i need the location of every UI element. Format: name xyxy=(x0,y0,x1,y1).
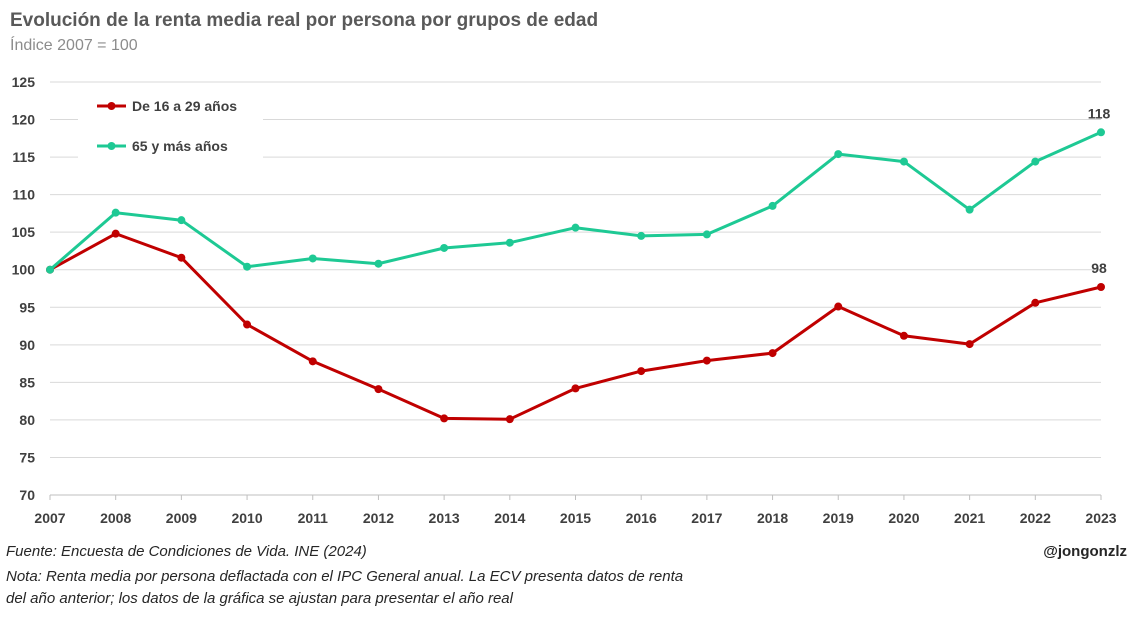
x-tick-label: 2022 xyxy=(1020,510,1051,526)
data-point xyxy=(374,259,383,268)
data-point xyxy=(440,414,449,423)
data-point xyxy=(243,320,252,329)
end-value-label: 118 xyxy=(1088,105,1111,121)
methodology-note: Nota: Renta media por persona deflactada… xyxy=(6,568,684,607)
data-point xyxy=(177,253,186,262)
x-tick-label: 2010 xyxy=(231,510,262,526)
data-point xyxy=(702,230,711,239)
data-point xyxy=(834,150,843,159)
x-tick-label: 2019 xyxy=(823,510,854,526)
x-tick-label: 2014 xyxy=(494,510,525,526)
data-point xyxy=(308,357,317,366)
data-point xyxy=(308,254,317,263)
x-tick-label: 2018 xyxy=(757,510,788,526)
chart-subtitle: Índice 2007 = 100 xyxy=(10,37,138,54)
data-point xyxy=(1097,282,1105,291)
data-point xyxy=(505,238,514,247)
data-point xyxy=(440,243,449,252)
y-tick-label: 100 xyxy=(12,262,36,278)
data-point xyxy=(768,201,777,210)
legend: De 16 a 29 años 65 y más años xyxy=(78,88,263,166)
end-value-label: 98 xyxy=(1091,260,1107,276)
data-point xyxy=(899,157,908,166)
y-tick-label: 95 xyxy=(19,299,35,315)
data-point xyxy=(1097,128,1105,137)
legend-label: De 16 a 29 años xyxy=(132,98,237,114)
data-point xyxy=(899,331,908,340)
data-point xyxy=(965,340,974,349)
y-tick-label: 110 xyxy=(12,187,35,203)
y-tick-label: 125 xyxy=(12,74,36,90)
data-point xyxy=(571,223,580,232)
data-point xyxy=(177,216,186,225)
x-tick-label: 2013 xyxy=(429,510,460,526)
data-point xyxy=(768,349,777,358)
author-handle: @jongonzlz xyxy=(1043,543,1127,560)
x-tick-label: 2016 xyxy=(626,510,657,526)
x-tick-label: 2007 xyxy=(34,510,65,526)
data-point xyxy=(111,208,120,217)
y-tick-label: 75 xyxy=(19,449,35,465)
x-tick-label: 2011 xyxy=(298,510,329,526)
data-point xyxy=(637,231,646,240)
x-tick-label: 2017 xyxy=(691,510,722,526)
x-tick-label: 2021 xyxy=(954,510,985,526)
y-tick-label: 85 xyxy=(19,374,35,390)
data-point xyxy=(243,262,252,271)
x-tick-label: 2020 xyxy=(888,510,919,526)
data-point xyxy=(702,356,711,365)
legend-label: 65 y más años xyxy=(132,138,228,154)
x-axis-ticks: 2007 2008 2009 2010 2011 2012 2013 2014 2015 2016… xyxy=(34,495,1117,526)
y-tick-label: 105 xyxy=(12,224,36,240)
data-point xyxy=(834,302,843,311)
series-group: 98 118 xyxy=(46,105,1111,424)
data-point xyxy=(505,415,514,424)
data-point xyxy=(965,205,974,214)
data-point xyxy=(111,229,120,238)
data-point xyxy=(1031,157,1040,166)
data-point xyxy=(1031,298,1040,307)
y-tick-label: 80 xyxy=(19,412,35,428)
legend-swatch-marker xyxy=(107,102,116,110)
data-point xyxy=(637,367,646,376)
x-tick-label: 2009 xyxy=(166,510,197,526)
y-tick-label: 90 xyxy=(19,337,35,353)
data-point xyxy=(571,384,580,393)
x-tick-label: 2008 xyxy=(100,510,131,526)
data-point xyxy=(46,265,54,274)
legend-background xyxy=(78,88,263,166)
source-note: Fuente: Encuesta de Condiciones de Vida.… xyxy=(6,543,367,560)
x-tick-label: 2012 xyxy=(363,510,394,526)
x-tick-label: 2023 xyxy=(1085,510,1116,526)
legend-swatch-marker xyxy=(107,142,116,150)
y-tick-label: 70 xyxy=(19,487,35,503)
data-point xyxy=(374,385,383,394)
y-tick-label: 115 xyxy=(12,149,35,165)
x-tick-label: 2015 xyxy=(560,510,591,526)
chart-title: Evolución de la renta media real por per… xyxy=(10,10,599,31)
y-tick-label: 120 xyxy=(12,112,36,128)
y-axis-ticks: 70 75 80 85 90 95 100 105 110 115 120 125 xyxy=(12,74,36,503)
